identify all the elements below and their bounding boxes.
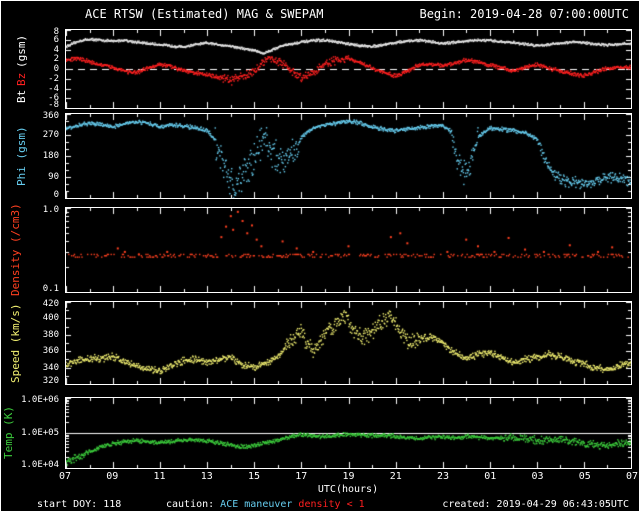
panel-canvas-phi <box>66 114 631 198</box>
x-tick-label: 01 <box>484 471 497 482</box>
y-tick-label: 90 <box>48 172 59 182</box>
x-tick-label: 13 <box>200 471 213 482</box>
y-tick-label: 1.0E+05 <box>21 428 59 438</box>
y-tick-label: 380 <box>42 329 59 340</box>
x-tick-label: 21 <box>389 471 402 482</box>
begin-timestamp: Begin: 2019-04-28 07:00:00UTC <box>419 7 629 21</box>
caution-density-label: density < 1 <box>298 499 365 510</box>
y-tick-label: 0 <box>53 64 59 74</box>
x-tick-label: 07 <box>58 471 72 482</box>
y-tick-label: 1.0E+06 <box>21 395 59 405</box>
y-tick-label: 340 <box>42 362 59 373</box>
y-tick-label: 360 <box>42 111 59 121</box>
y-tick-label: -4 <box>48 83 59 94</box>
panel-canvas-density <box>66 208 631 292</box>
x-tick-label: 03 <box>531 471 544 482</box>
panel-canvas-temp <box>66 398 631 468</box>
x-tick-label: 09 <box>106 471 119 482</box>
y-tick-label: 1.0E+04 <box>21 460 59 470</box>
caution-note: caution: ACE maneuver density < 1 <box>166 499 371 510</box>
x-tick-label: 23 <box>436 471 450 482</box>
y-tick-label: -2 <box>48 73 59 84</box>
y-tick-label: 4 <box>53 44 59 55</box>
y-tick-label: -8 <box>48 100 59 110</box>
y-tick-label: 1.0 <box>42 205 59 215</box>
panel-phi <box>65 113 632 199</box>
y-tick-label: 360 <box>42 346 59 357</box>
panel-canvas-speed <box>66 302 631 384</box>
y-tick-label: 270 <box>42 130 59 140</box>
density-axis-label: Density (/cm3) <box>9 203 22 297</box>
caution-label: caution: <box>166 499 215 510</box>
x-tick-label: 11 <box>153 471 166 482</box>
panel-speed <box>65 301 632 385</box>
y-tick-label: -6 <box>48 93 59 104</box>
x-tick-label: 07 <box>625 471 639 482</box>
panel-canvas-mag <box>66 30 631 108</box>
x-tick-label: 19 <box>342 471 355 482</box>
caution-maneuver-label: ACE maneuver <box>220 499 293 510</box>
y-tick-label: 400 <box>42 313 59 324</box>
panel-mag <box>65 29 632 109</box>
x-tick-label: 15 <box>247 471 261 482</box>
y-tick-label: 0 <box>53 190 59 200</box>
x-tick-label: 17 <box>295 471 308 482</box>
start-doy-label: start DOY: 118 <box>37 499 122 510</box>
chart-title: ACE RTSW (Estimated) MAG & SWEPAM <box>85 7 324 21</box>
y-tick-label: 420 <box>42 299 59 309</box>
x-axis-title: UTC(hours) <box>317 484 379 495</box>
y-tick-label: 180 <box>42 151 59 161</box>
x-tick-label: 05 <box>578 471 591 482</box>
created-timestamp: created: 2019-04-29 06:43:05UTC <box>442 499 629 510</box>
y-tick-label: 6 <box>53 34 59 45</box>
y-tick-label: 0.1 <box>42 284 59 294</box>
y-tick-label: 2 <box>53 54 59 65</box>
y-tick-label: 8 <box>53 27 59 37</box>
y-tick-label: 320 <box>42 376 59 386</box>
panel-temp <box>65 397 632 469</box>
panel-density <box>65 207 632 293</box>
